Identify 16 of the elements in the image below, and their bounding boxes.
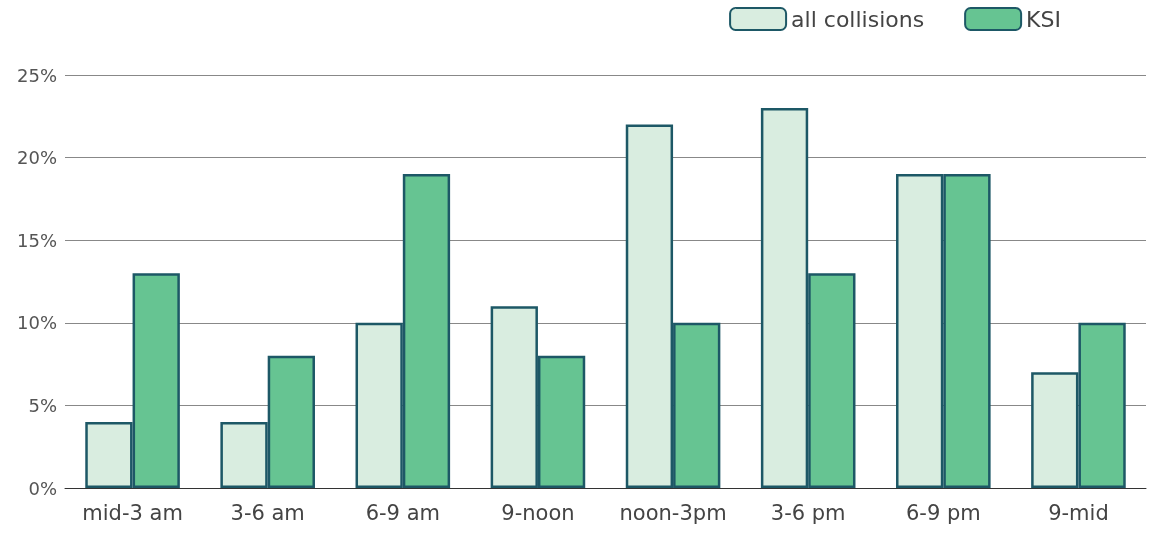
legend-label: KSI (1026, 6, 1062, 32)
x-tick-label: 6-9 pm (905, 500, 981, 525)
legend-label: all collisions (791, 6, 925, 32)
x-tick-label: 6-9 am (365, 500, 440, 525)
y-tick-label: 15% (16, 229, 57, 251)
x-tick-label: 3-6 pm (770, 500, 846, 525)
y-tick-label: 10% (16, 312, 57, 334)
y-tick-label: 5% (28, 394, 57, 416)
x-tick-label: 9-mid (1048, 500, 1109, 525)
y-tick-label: 20% (16, 147, 57, 169)
x-tick-label: 3-6 am (230, 500, 305, 525)
y-tick-label: 0% (28, 477, 57, 499)
x-tick-label: noon-3pm (619, 500, 727, 525)
y-tick-label: 25% (16, 64, 57, 86)
x-tick-label: mid-3 am (82, 500, 183, 525)
x-tick-label: 9-noon (501, 500, 575, 525)
